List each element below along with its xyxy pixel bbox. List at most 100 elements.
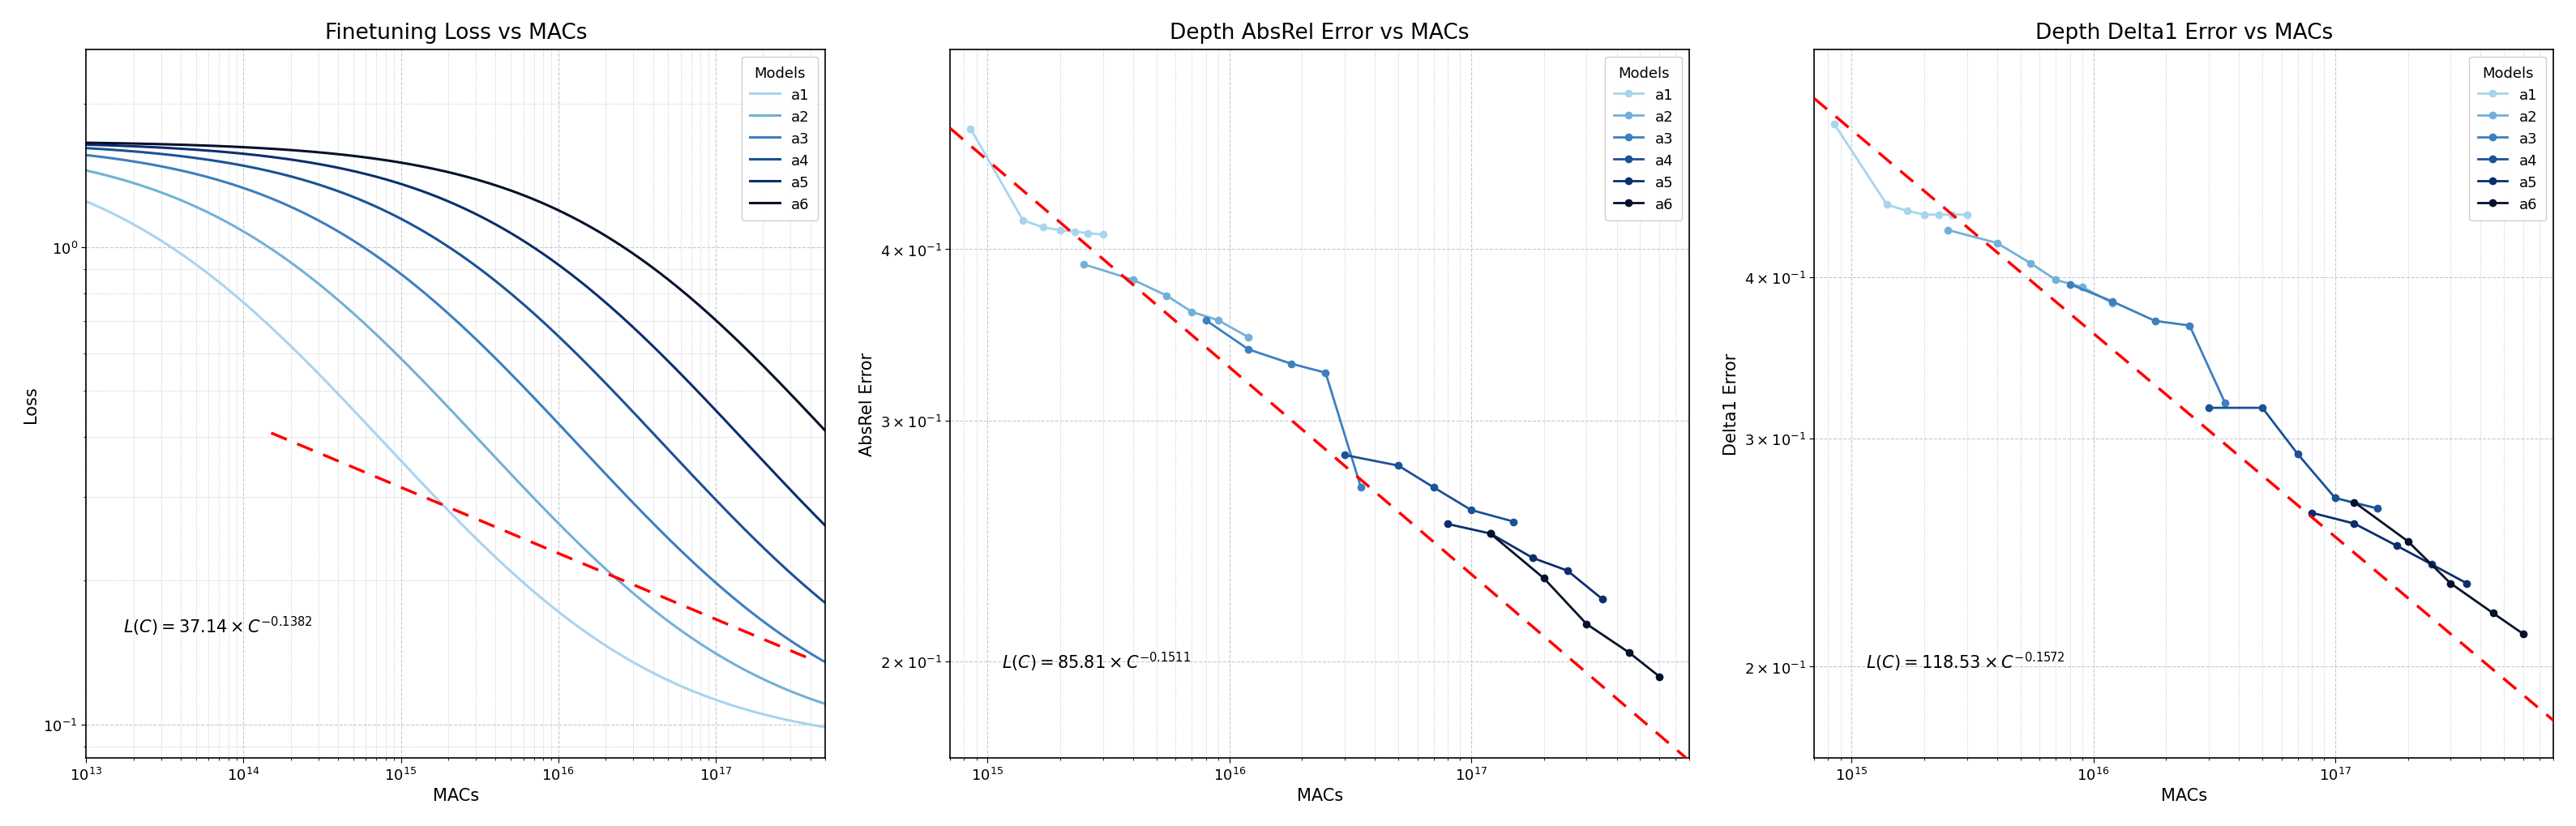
a2 (2040, 276, 2071, 286)
Title: Depth Delta1 Error vs MACs: Depth Delta1 Error vs MACs (2035, 22, 2334, 44)
a5 (750, 458, 781, 468)
Line: a1: a1 (1832, 121, 1971, 219)
a2 (268, 254, 299, 263)
a4 (1455, 506, 1486, 515)
a4 (1383, 461, 1414, 471)
X-axis label: MACs: MACs (2161, 787, 2208, 804)
Line: a3: a3 (1203, 316, 1365, 491)
a4 (268, 170, 299, 180)
Line: a2: a2 (85, 171, 829, 705)
Line: a5: a5 (85, 145, 829, 529)
a2 (209, 216, 240, 226)
a5 (2452, 578, 2483, 588)
a3 (2210, 398, 2241, 408)
a4 (2246, 403, 2277, 413)
Y-axis label: Loss: Loss (23, 386, 39, 423)
a1 (100, 211, 131, 221)
a2 (1069, 260, 1100, 270)
a3 (2174, 321, 2205, 331)
a3 (814, 659, 845, 669)
a6 (750, 363, 781, 373)
Line: a3: a3 (2066, 281, 2228, 407)
a6 (814, 430, 845, 440)
Line: a2: a2 (1945, 226, 2117, 307)
a5 (1551, 566, 1582, 576)
Title: Depth AbsRel Error vs MACs: Depth AbsRel Error vs MACs (1170, 22, 1468, 44)
a1 (1072, 229, 1103, 239)
a6 (70, 139, 100, 149)
a5 (2295, 508, 2326, 518)
a1 (70, 197, 100, 206)
a2 (70, 166, 100, 176)
a6 (2478, 609, 2509, 619)
a6 (2509, 629, 2540, 639)
a1 (956, 124, 987, 134)
Legend: a1, a2, a3, a4, a5, a6: a1, a2, a3, a4, a5, a6 (742, 57, 819, 221)
a3 (775, 637, 806, 647)
Legend: a1, a2, a3, a4, a5, a6: a1, a2, a3, a4, a5, a6 (2470, 57, 2545, 221)
a2 (1203, 316, 1234, 325)
a3 (2141, 316, 2172, 326)
a4 (1329, 450, 1360, 460)
a5 (116, 142, 147, 152)
a1 (209, 282, 240, 292)
Line: a4: a4 (1340, 452, 1517, 526)
Legend: a1, a2, a3, a4, a5, a6: a1, a2, a3, a4, a5, a6 (1605, 57, 1682, 221)
Line: a1: a1 (85, 202, 829, 728)
a4 (2282, 449, 2313, 459)
a1 (1870, 201, 1901, 211)
a1 (1953, 211, 1984, 221)
Line: a6: a6 (1486, 529, 1664, 681)
a1 (1087, 230, 1118, 240)
Line: a1: a1 (966, 126, 1108, 239)
a4 (70, 144, 100, 154)
a2 (1151, 292, 1182, 301)
a5 (268, 154, 299, 164)
Text: $L(C) = 118.53 \times C^{-0.1572}$: $L(C) = 118.53 \times C^{-0.1572}$ (1865, 650, 2066, 673)
a2 (1932, 225, 1963, 235)
Title: Finetuning Loss vs MACs: Finetuning Loss vs MACs (325, 22, 587, 44)
Y-axis label: Delta1 Error: Delta1 Error (1723, 353, 1739, 455)
Line: a5: a5 (1443, 520, 1607, 604)
a2 (1234, 333, 1265, 343)
a3 (116, 157, 147, 167)
a3 (209, 178, 240, 188)
a4 (209, 158, 240, 168)
a4 (2318, 493, 2349, 503)
a3 (1234, 345, 1265, 355)
a1 (1924, 211, 1955, 221)
a6 (100, 139, 131, 149)
a1 (1819, 120, 1850, 130)
a2 (814, 700, 845, 710)
Line: a4: a4 (85, 149, 829, 606)
a2 (2066, 282, 2097, 292)
a3 (2056, 280, 2087, 290)
a3 (1345, 482, 1376, 492)
Line: a4: a4 (2205, 404, 2383, 513)
a5 (2416, 559, 2447, 569)
a4 (775, 569, 806, 579)
a6 (209, 142, 240, 152)
a5 (100, 141, 131, 151)
a4 (100, 145, 131, 155)
a5 (2339, 519, 2370, 529)
X-axis label: MACs: MACs (433, 787, 479, 804)
Line: a6: a6 (85, 144, 829, 435)
a6 (2393, 537, 2424, 547)
a6 (1528, 573, 1558, 583)
a1 (116, 219, 147, 229)
a5 (70, 140, 100, 150)
a3 (2097, 297, 2128, 307)
a6 (775, 391, 806, 401)
a4 (1419, 482, 1450, 492)
Text: $L(C) = 85.81 \times C^{-0.1511}$: $L(C) = 85.81 \times C^{-0.1511}$ (1002, 650, 1190, 673)
a1 (1909, 211, 1940, 221)
a4 (2362, 504, 2393, 514)
a2 (775, 686, 806, 696)
a3 (100, 154, 131, 164)
a5 (1587, 595, 1618, 605)
a6 (1476, 529, 1507, 539)
a3 (268, 199, 299, 209)
a2 (1118, 275, 1149, 285)
a6 (1613, 648, 1643, 657)
